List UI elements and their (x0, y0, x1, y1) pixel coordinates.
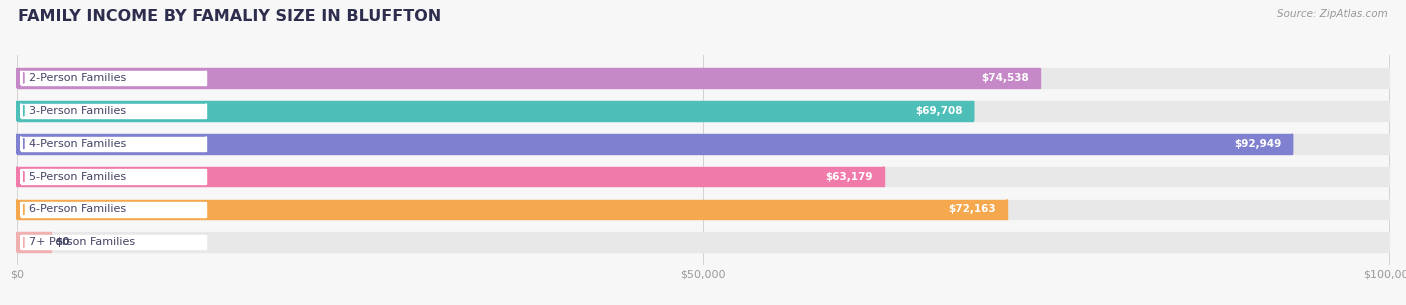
Text: 3-Person Families: 3-Person Families (30, 106, 127, 116)
Bar (21, 71, 207, 85)
Bar (17, 68, 1040, 88)
Text: 4-Person Families: 4-Person Families (30, 139, 127, 149)
Text: 5-Person Families: 5-Person Families (30, 172, 127, 181)
Bar (17, 101, 973, 121)
Bar (17, 199, 1007, 219)
Bar (17, 232, 1389, 252)
Bar (17, 101, 1389, 121)
Bar (21, 137, 207, 151)
Bar (21, 104, 207, 118)
Text: Source: ZipAtlas.com: Source: ZipAtlas.com (1277, 9, 1388, 19)
Text: 6-Person Families: 6-Person Families (30, 204, 127, 214)
Bar (17, 167, 1389, 186)
Text: 7+ Person Families: 7+ Person Families (30, 237, 135, 247)
Text: $69,708: $69,708 (915, 106, 963, 116)
Bar (17, 167, 884, 186)
Bar (17, 134, 1389, 153)
Text: $0: $0 (55, 237, 70, 247)
Bar (21, 235, 207, 249)
Text: FAMILY INCOME BY FAMALIY SIZE IN BLUFFTON: FAMILY INCOME BY FAMALIY SIZE IN BLUFFTO… (18, 9, 441, 24)
Text: 2-Person Families: 2-Person Families (30, 73, 127, 83)
Text: $74,538: $74,538 (981, 73, 1029, 83)
Text: $92,949: $92,949 (1234, 139, 1281, 149)
Bar (17, 199, 1389, 219)
Bar (17, 134, 1292, 153)
Bar (17, 232, 51, 252)
Bar (21, 202, 207, 217)
Text: $63,179: $63,179 (825, 172, 873, 181)
Bar (17, 68, 1389, 88)
Text: $72,163: $72,163 (949, 204, 997, 214)
Bar (21, 170, 207, 184)
